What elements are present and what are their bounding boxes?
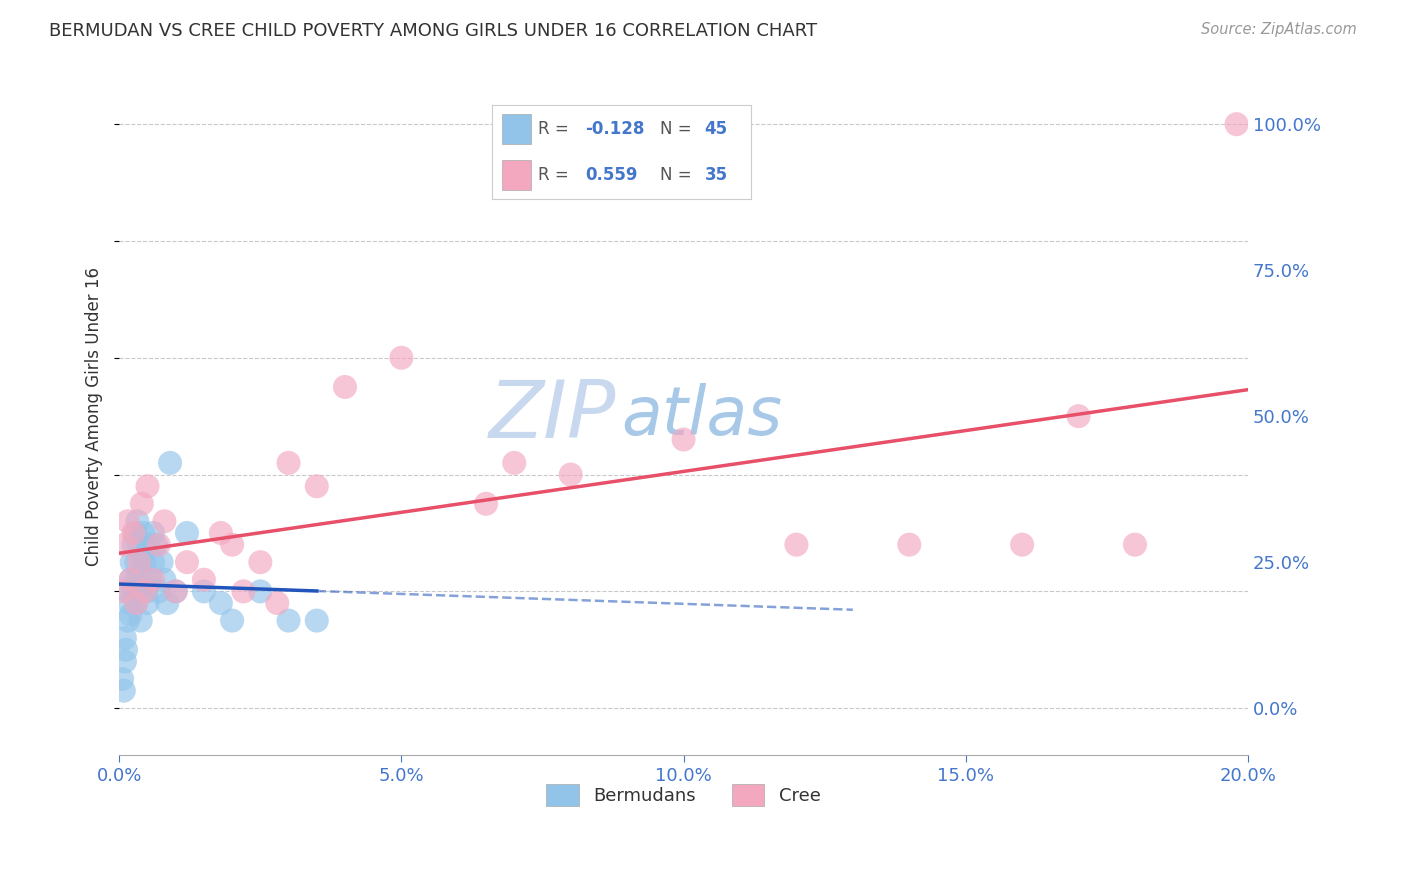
Point: [117, 584, 139, 599]
Point: [1011, 538, 1033, 552]
Point: [277, 614, 299, 628]
Point: [125, 555, 148, 569]
Point: [1123, 538, 1146, 552]
Point: [115, 642, 138, 657]
Point: [136, 538, 159, 552]
Point: [221, 538, 243, 552]
Point: [153, 573, 176, 587]
Point: [134, 584, 156, 599]
Point: [475, 497, 498, 511]
Point: [114, 631, 136, 645]
Point: [221, 614, 243, 628]
Point: [136, 479, 159, 493]
Point: [132, 526, 155, 541]
Point: [153, 514, 176, 528]
Point: [114, 538, 136, 552]
Point: [165, 584, 187, 599]
Point: [193, 584, 215, 599]
Point: [142, 526, 165, 541]
Point: [129, 614, 152, 628]
Point: [148, 584, 170, 599]
Point: [159, 456, 181, 470]
Point: [785, 538, 807, 552]
Y-axis label: Child Poverty Among Girls Under 16: Child Poverty Among Girls Under 16: [86, 267, 103, 566]
Point: [898, 538, 921, 552]
Point: [145, 538, 167, 552]
Point: [120, 573, 142, 587]
Point: [249, 555, 271, 569]
Point: [142, 573, 165, 587]
Point: [120, 573, 142, 587]
Point: [277, 456, 299, 470]
Point: [128, 538, 150, 552]
Point: [1067, 409, 1090, 424]
Point: [1225, 117, 1247, 131]
Point: [305, 614, 328, 628]
Point: [134, 555, 156, 569]
Point: [150, 555, 173, 569]
Point: [165, 584, 187, 599]
Point: [128, 584, 150, 599]
Point: [111, 672, 134, 686]
Point: [120, 607, 142, 622]
Point: [503, 456, 526, 470]
Point: [209, 526, 232, 541]
Point: [131, 549, 153, 564]
Point: [249, 584, 271, 599]
Point: [139, 573, 162, 587]
Point: [193, 573, 215, 587]
Point: [266, 596, 288, 610]
Point: [125, 596, 148, 610]
Legend: Bermudans, Cree: Bermudans, Cree: [538, 777, 828, 814]
Text: BERMUDAN VS CREE CHILD POVERTY AMONG GIRLS UNDER 16 CORRELATION CHART: BERMUDAN VS CREE CHILD POVERTY AMONG GIR…: [49, 22, 817, 40]
Point: [125, 573, 148, 587]
Point: [128, 555, 150, 569]
Point: [111, 584, 134, 599]
Point: [305, 479, 328, 493]
Point: [136, 596, 159, 610]
Point: [114, 655, 136, 669]
Point: [176, 555, 198, 569]
Text: ZIP: ZIP: [488, 377, 616, 455]
Point: [112, 683, 135, 698]
Point: [560, 467, 582, 482]
Text: atlas: atlas: [621, 384, 783, 450]
Point: [131, 573, 153, 587]
Point: [122, 526, 145, 541]
Point: [117, 514, 139, 528]
Point: [117, 614, 139, 628]
Point: [232, 584, 254, 599]
Point: [124, 526, 146, 541]
Point: [125, 596, 148, 610]
Point: [176, 526, 198, 541]
Point: [118, 596, 141, 610]
Point: [121, 555, 143, 569]
Point: [333, 380, 356, 394]
Point: [209, 596, 232, 610]
Point: [122, 538, 145, 552]
Point: [131, 497, 153, 511]
Text: Source: ZipAtlas.com: Source: ZipAtlas.com: [1201, 22, 1357, 37]
Point: [135, 584, 157, 599]
Point: [391, 351, 413, 365]
Point: [122, 584, 145, 599]
Point: [127, 514, 149, 528]
Point: [142, 555, 165, 569]
Point: [148, 538, 170, 552]
Point: [672, 433, 695, 447]
Point: [156, 596, 179, 610]
